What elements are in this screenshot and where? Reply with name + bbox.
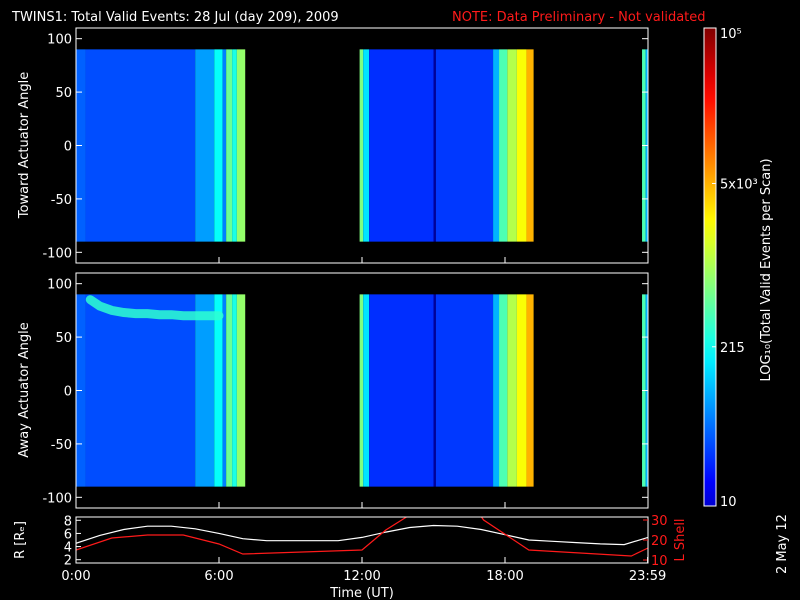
y-tick-label: -50 [51,193,72,208]
orbit-x-tick-label: 18:00 [486,569,523,584]
heatmap-band [369,49,434,242]
y-tick-label: -100 [42,491,72,506]
heatmap-band [222,294,227,487]
orbit-x-tick-label: 23:59 [629,569,666,584]
heatmap-band [232,49,237,242]
heatmap-band [516,49,527,242]
y-tick-label: 0 [64,385,72,400]
r-series-line [76,524,648,546]
heatmap-band [226,294,233,487]
heatmap-band [433,294,436,487]
date-stamp: 2 May 12 [775,514,790,574]
orbit-y-tick-label: 6 [64,527,72,542]
heatmap-band [85,49,196,242]
heatmap-band [359,294,364,487]
orbit-y-tick-label: 2 [64,554,72,569]
colorbar-tick-label: 10⁵ [720,27,742,42]
heatmap-feature [85,295,224,321]
heatmap-band [214,49,223,242]
orbit-y2-tick-label: 10 [651,554,668,569]
y-tick-label: 100 [47,278,72,293]
y-tick-label: -50 [51,438,72,453]
heatmap-band [195,294,215,487]
heatmap-band [526,49,534,242]
heatmap-band [507,49,517,242]
heatmap-band [236,294,246,487]
heatmap-band [435,49,494,242]
away-ylabel: Away Actuator Angle [17,322,32,457]
orbit-x-tick-label: 12:00 [343,569,380,584]
y-tick-label: 50 [55,331,72,346]
orbit-y2-tick-label: 20 [651,534,668,549]
orbit-y2-tick-label: 30 [651,514,668,529]
heatmap-band [222,49,227,242]
toward-ylabel: Toward Actuator Angle [17,72,32,219]
heatmap-band [85,294,196,487]
orbit-x-tick-label: 6:00 [204,569,233,584]
orbit-x-tick-label: 0:00 [61,569,90,584]
heatmap-band [526,294,534,487]
heatmap-band [499,49,508,242]
orbit-y-tick-label: 4 [64,541,72,556]
away-heatmap-panel: 100 50 0 -50 -100 [42,272,649,509]
orbit-xlabel: Time (UT) [329,586,394,600]
heatmap-band [433,49,436,242]
orbit-panel-frame [75,516,649,564]
chart-note: NOTE: Data Preliminary - Not validated [452,10,706,25]
heatmap-band [359,49,364,242]
colorbar-tick-label: 10 [720,495,737,510]
heatmap-band [499,294,508,487]
heatmap-band [435,294,494,487]
colorbar: 10 215 5x10³ 10⁵ [703,27,758,510]
y-tick-label: 0 [64,140,72,155]
heatmap-band [369,294,434,487]
heatmap-band [232,294,237,487]
colorbar-bar [703,27,717,507]
heatmap-band [236,49,246,242]
y-tick-label: 50 [55,86,72,101]
orbit-ylabel: R [Rₑ] [13,521,28,559]
chart-title: TWINS1: Total Valid Events: 28 Jul (day … [11,10,339,25]
heatmap-band [363,294,370,487]
colorbar-label: LOG₁₀(Total Valid Events per Scan) [759,158,774,381]
colorbar-tick-label: 5x10³ [720,177,758,192]
heatmap-band [363,49,370,242]
heatmap-band [226,49,233,242]
heatmap-band [195,49,215,242]
lshell-series-line [76,517,648,557]
orbit-y-tick-label: 8 [64,514,72,529]
heatmap-band [214,294,223,487]
heatmap-band [493,294,500,487]
heatmap-band [493,49,500,242]
colorbar-tick-label: 215 [720,341,745,356]
y-tick-label: 100 [47,33,72,48]
heatmap-band [516,294,527,487]
heatmap-band [507,294,517,487]
y-tick-label: -100 [42,246,72,261]
orbit-y2label: L Shell [673,518,688,561]
toward-heatmap-panel: 100 50 0 -50 -100 [42,27,649,264]
